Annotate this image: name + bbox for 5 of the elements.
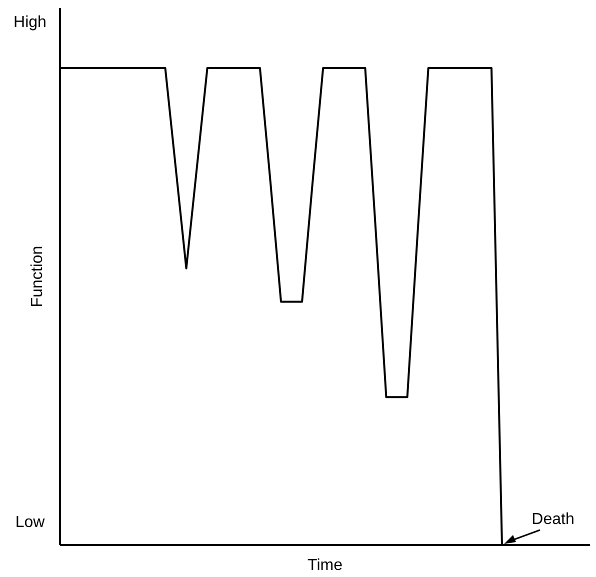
text: Low [15,514,46,531]
text: High [14,14,46,31]
y-axis-title: Function [29,246,46,308]
text: Death [532,511,574,528]
x-axis-title: Time [308,557,343,574]
